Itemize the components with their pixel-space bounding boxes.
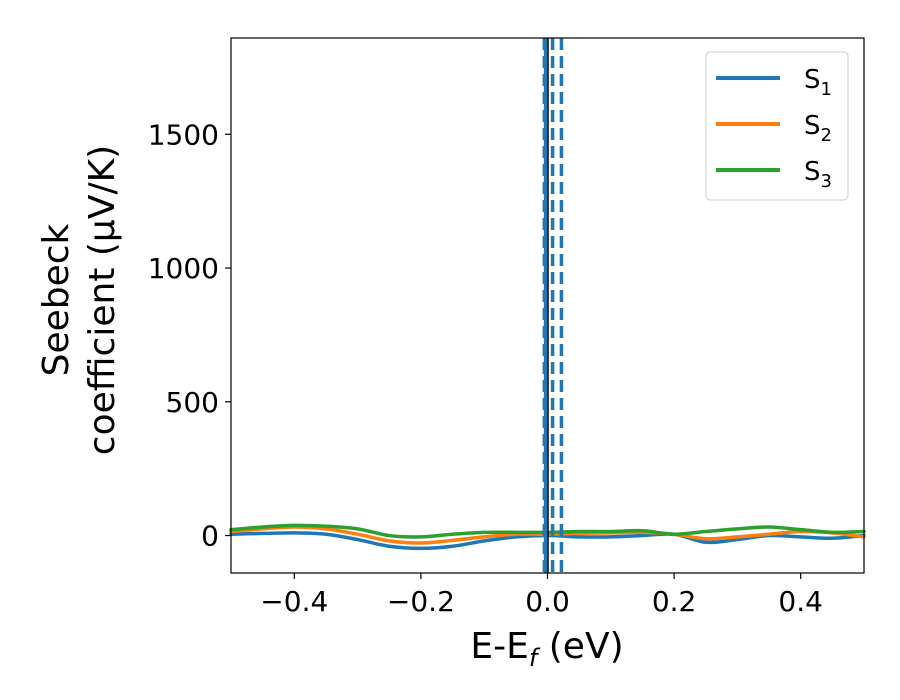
y-tick-label: 500	[166, 386, 219, 419]
legend: S1 S2 S3	[705, 51, 849, 201]
y-tick-label: 1500	[148, 118, 219, 151]
x-tick-label: −0.2	[387, 585, 455, 618]
legend-label-s1: S1	[804, 65, 832, 100]
x-tick-label: 0.2	[652, 585, 697, 618]
y-axis-title: Seebeck coefficient (μV/K)	[36, 145, 123, 455]
x-tick-label: −0.4	[260, 585, 328, 618]
plot-frame	[230, 37, 865, 574]
x-axis-title: E-Ef (eV)	[470, 626, 623, 672]
y-tick-label: 1000	[148, 252, 219, 285]
y-axis-title-line2: coefficient (μV/K)	[82, 145, 123, 455]
y-tick-label: 0	[201, 520, 219, 553]
legend-label-s2: S2	[804, 111, 832, 146]
y-axis-title-line1: Seebeck	[36, 223, 77, 376]
legend-label-s3: S3	[804, 157, 832, 192]
x-tick-label: 0.4	[778, 585, 823, 618]
x-axis-ticks: −0.4 −0.2 0.0 0.2 0.4	[260, 573, 823, 618]
vertical-lines	[542, 38, 564, 573]
x-tick-label: 0.0	[525, 585, 570, 618]
y-axis-ticks: 0 500 1000 1500	[148, 118, 231, 553]
